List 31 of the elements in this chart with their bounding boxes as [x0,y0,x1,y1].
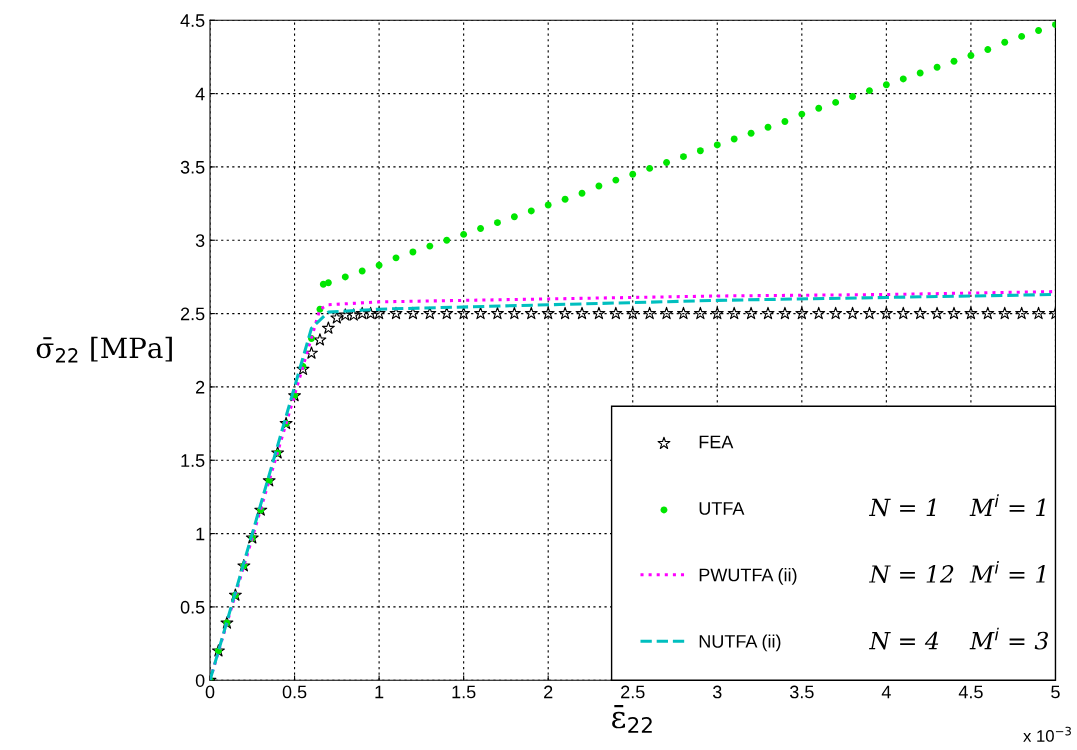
text: x 10$^{−3}$ [1023,726,1071,742]
x-tick-label: 4 [881,685,891,699]
x-tick-label: 2.5 [621,685,645,699]
annotation: N = 4 M$^{i}$ = 3 [868,627,1048,650]
x-tick-label: 3.5 [789,685,814,699]
y-tick-label: 2.5 [180,307,205,321]
y-tick-label: 0 [195,674,205,687]
y-tick-label: 0.5 [180,600,205,614]
y-tick-label: 4 [195,87,205,101]
annotation: N = 12 M$^{i}$ = 1 [868,561,1045,583]
annotation: N = 1 M$^{i}$ = 1 [868,494,1045,517]
y-tick-label: 3 [195,234,205,247]
x-tick-label: 0.5 [282,685,307,699]
legend-label: FEA [699,435,734,449]
x-tick-label: 1 [375,685,384,699]
y-tick-label: 1 [196,527,205,541]
y-tick-label: 4.5 [180,14,205,27]
y-tick-label: 1.5 [181,454,205,467]
y-tick-label: 3.5 [180,160,205,174]
x-tick-label: 4.5 [958,685,983,699]
x-axis-title: ε̄$_{22}$ [612,705,652,733]
x-tick-label: 1.5 [452,685,476,699]
x-tick-label: 5 [1051,685,1060,699]
x-tick-label: 3 [712,685,722,699]
legend-label: PWUTFA (ii) [699,568,797,585]
x-tick-label: 0 [205,685,215,699]
legend-label: NUTFA (ii) [699,634,781,652]
x-tick-label: 2 [544,685,553,699]
y-axis-title: σ̄$_{22}$ [MPa] [36,336,172,363]
y-tick-label: 2 [196,380,205,394]
legend-label: UTFA [699,502,745,515]
